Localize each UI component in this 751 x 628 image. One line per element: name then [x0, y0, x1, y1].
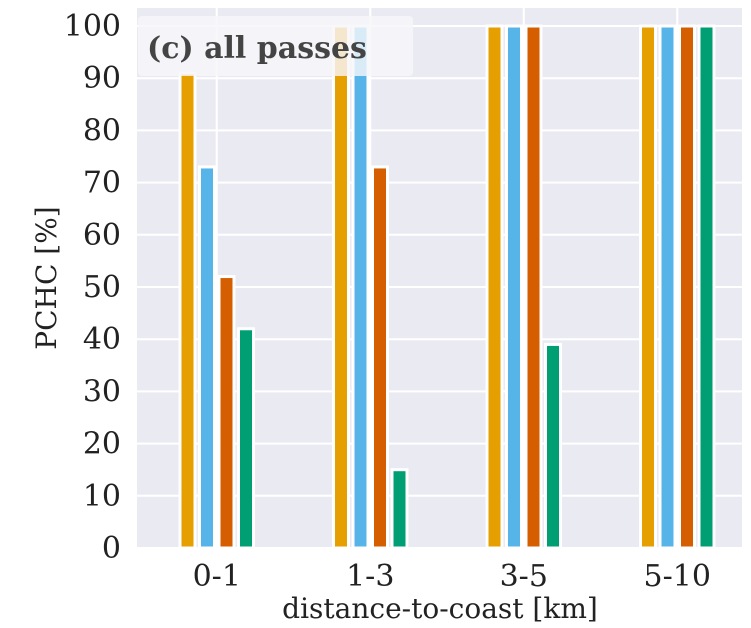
- panel-label-box: (c) all passes: [138, 16, 413, 76]
- y-tick-label: 10: [83, 479, 121, 514]
- x-tick-label: 1-3: [346, 559, 394, 594]
- y-tick-label: 60: [83, 218, 121, 253]
- bar: [639, 24, 657, 550]
- bar: [544, 342, 562, 550]
- x-tick-label: 3-5: [500, 559, 548, 594]
- bar: [217, 275, 236, 550]
- bar: [658, 24, 677, 550]
- bar: [198, 165, 216, 550]
- y-tick-labels: 0 10 20 30 40 50 60 70 80 90 100: [64, 9, 121, 566]
- y-tick-label: 20: [83, 427, 121, 462]
- y-tick-label: 0: [102, 531, 121, 566]
- x-tick-label: 5-10: [644, 559, 711, 594]
- panel-label: (c) all passes: [147, 31, 367, 66]
- bar: [524, 24, 543, 550]
- bar: [332, 24, 350, 550]
- bar: [237, 327, 255, 550]
- bar: [678, 24, 696, 550]
- bar: [178, 71, 197, 550]
- y-tick-label: 50: [83, 270, 121, 305]
- bar: [505, 24, 523, 550]
- x-tick-labels: 0-1 1-3 3-5 5-10: [193, 559, 711, 594]
- y-tick-label: 80: [83, 113, 121, 148]
- y-axis-label: PCHC [%]: [30, 206, 63, 349]
- x-tick-label: 0-1: [193, 559, 241, 594]
- bars-group: [178, 24, 716, 550]
- bar: [485, 24, 504, 550]
- bar: [351, 24, 370, 550]
- y-tick-label: 100: [64, 9, 121, 44]
- bar: [390, 468, 409, 550]
- y-tick-label: 70: [83, 166, 121, 201]
- bar: [371, 165, 389, 550]
- y-tick-label: 90: [83, 61, 121, 96]
- y-tick-label: 40: [83, 322, 121, 357]
- x-axis-label: distance-to-coast [km]: [282, 592, 598, 625]
- y-tick-label: 30: [83, 374, 121, 409]
- panel-label-background: [138, 16, 413, 76]
- bar: [697, 24, 716, 550]
